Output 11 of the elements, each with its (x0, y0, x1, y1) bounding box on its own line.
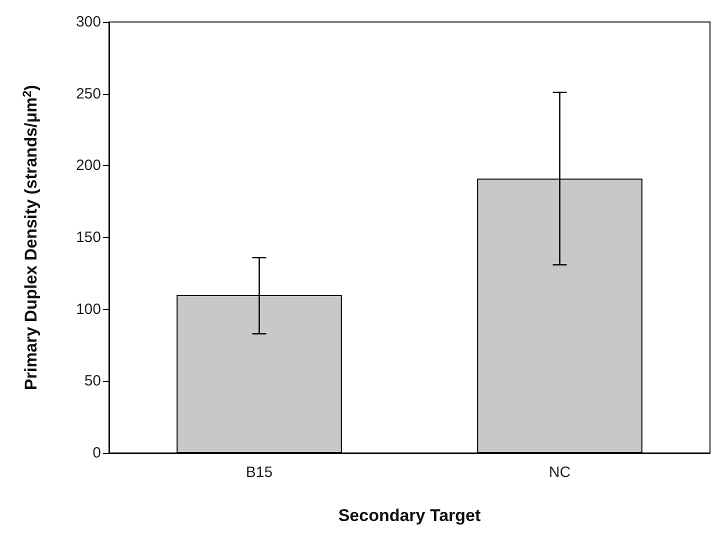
y-tick-label: 250 (76, 85, 101, 102)
y-tick-label: 200 (76, 157, 101, 174)
y-axis-title: Primary Duplex Density (strands/μm2) (20, 84, 40, 390)
y-tick-label: 300 (76, 14, 101, 30)
x-tick-label: B15 (246, 464, 273, 481)
x-tick-label: NC (548, 464, 571, 481)
x-axis-title: Secondary Target (338, 506, 482, 525)
y-tick-label: 150 (76, 229, 101, 246)
y-tick-label: 50 (84, 372, 101, 390)
y-tick-label: 100 (76, 300, 101, 318)
y-tick-label: 0 (92, 444, 101, 462)
